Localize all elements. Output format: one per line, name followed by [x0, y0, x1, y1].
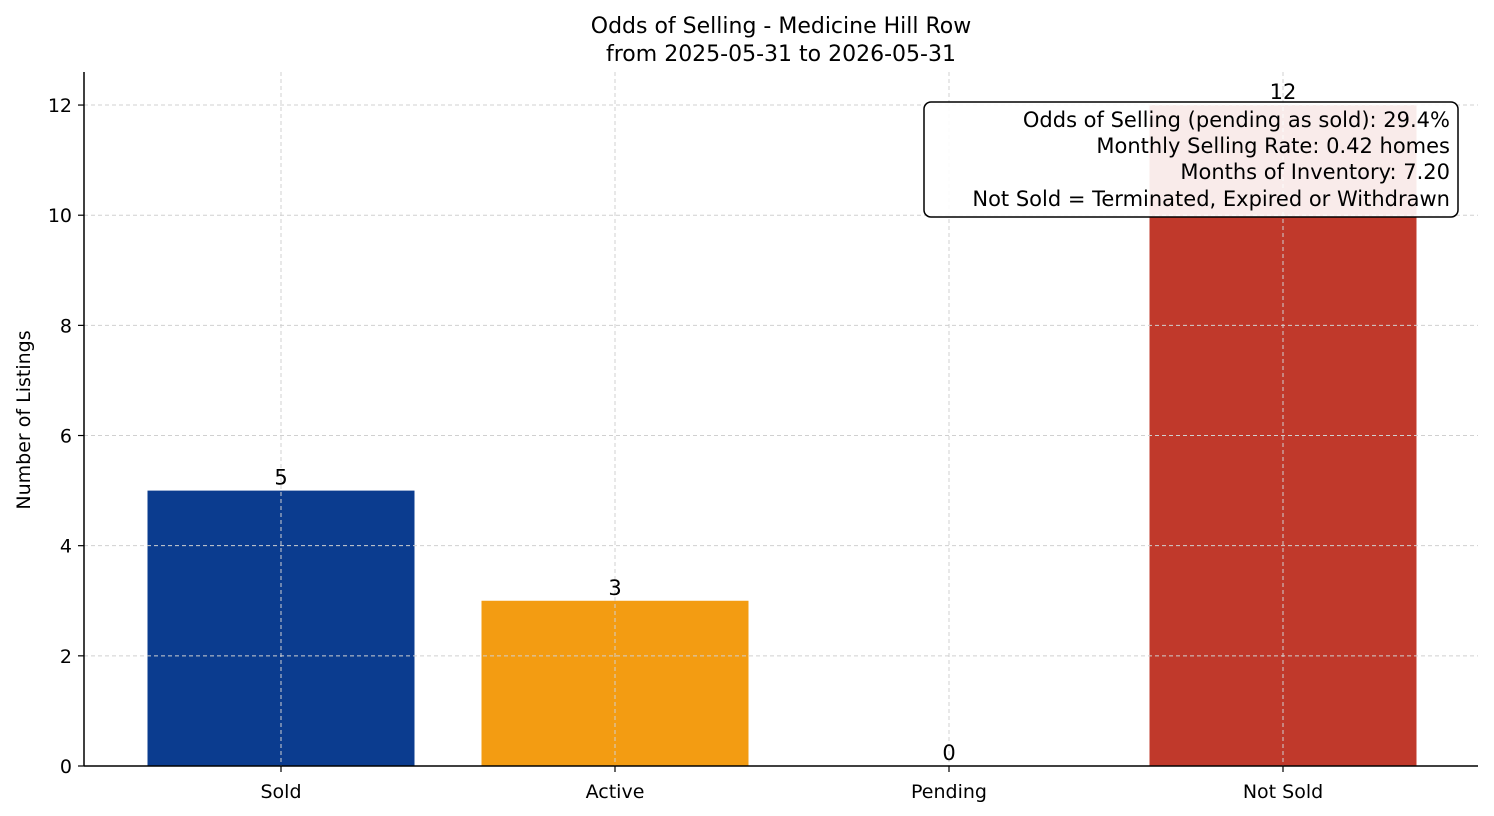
x-tick-label-not-sold: Not Sold — [1243, 781, 1323, 803]
annotation-line-definition: Not Sold = Terminated, Expired or Withdr… — [972, 187, 1450, 211]
x-tick-label-sold: Sold — [260, 781, 301, 803]
chart-subtitle: from 2025-05-31 to 2026-05-31 — [606, 42, 956, 67]
chart-title: Odds of Selling - Medicine Hill Row — [591, 14, 971, 39]
axis-layer — [78, 72, 1478, 772]
y-tick-label-6: 6 — [60, 426, 72, 448]
annotation-box-frame — [923, 101, 1459, 218]
annotation-line-odds: Odds of Selling (pending as sold): 29.4% — [1023, 108, 1450, 132]
x-tick-label-active: Active — [586, 781, 645, 803]
y-tick-label-2: 2 — [60, 646, 72, 668]
y-tick-label-4: 4 — [60, 536, 72, 558]
annotation-line-inventory: Months of Inventory: 7.20 — [1180, 160, 1450, 184]
y-tick-label-0: 0 — [60, 756, 72, 778]
data-label-sold: 5 — [274, 466, 287, 490]
x-tick-label-pending: Pending — [911, 781, 987, 803]
data-label-active: 3 — [608, 576, 621, 600]
data-label-not-sold: 12 — [1270, 80, 1297, 104]
y-axis-label: Number of Listings — [13, 330, 35, 509]
annotation-line-rate: Monthly Selling Rate: 0.42 homes — [1096, 134, 1450, 158]
grid-layer — [84, 72, 1478, 766]
label-layer: 0 2 4 6 8 10 12 Sold 5 Active 3 Pending 0 Not Sold 12 — [48, 80, 1323, 803]
y-tick-label-12: 12 — [48, 95, 72, 117]
data-label-pending: 0 — [942, 741, 955, 765]
y-tick-label-10: 10 — [48, 205, 72, 227]
y-tick-label-8: 8 — [60, 315, 72, 337]
stats-annotation-box: Odds of Selling (pending as sold): 29.4%… — [923, 101, 1459, 218]
